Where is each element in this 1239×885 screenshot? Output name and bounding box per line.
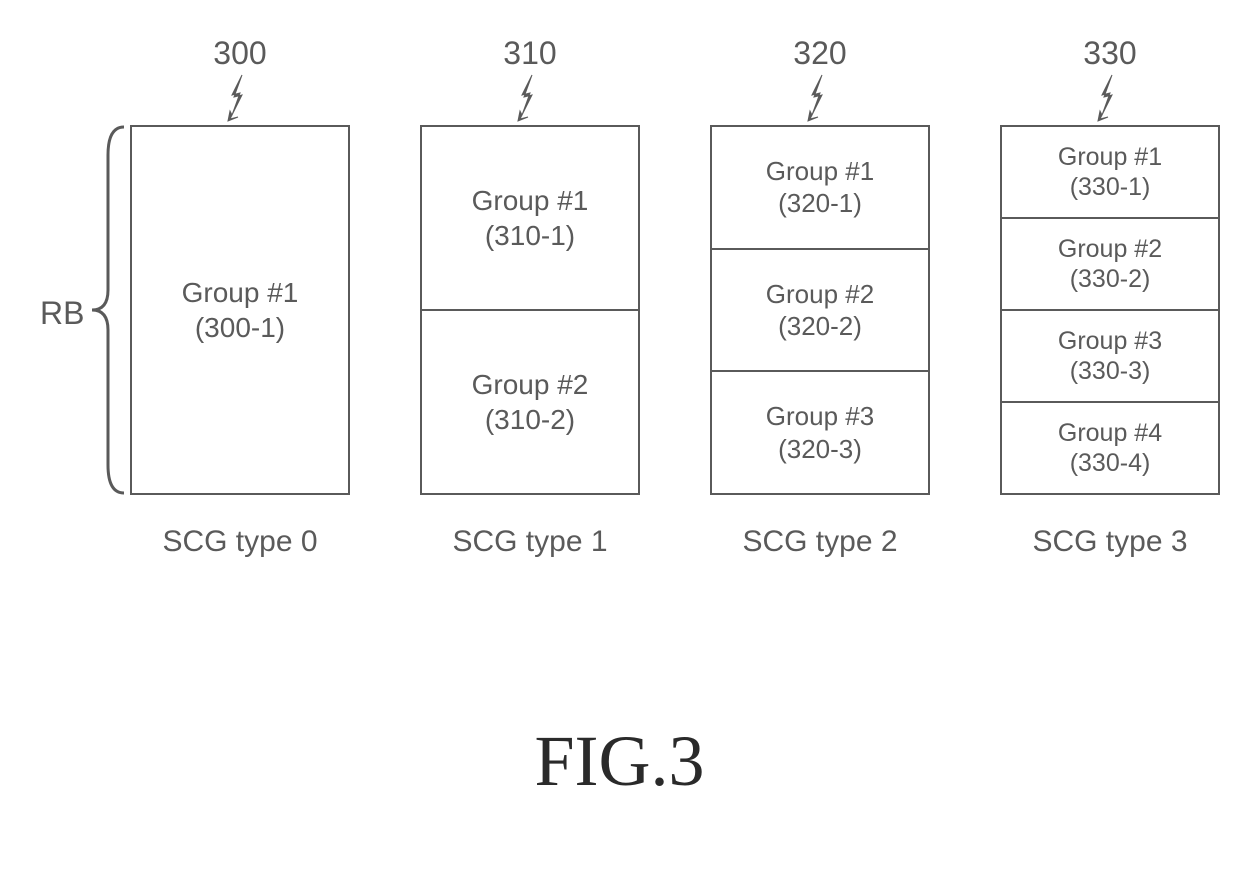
cell-line2: (330-1): [1070, 172, 1151, 202]
box-330: Group #1 (330-1) Group #2 (330-2) Group …: [1000, 125, 1220, 495]
cell-320-2: Group #2 (320-2): [712, 248, 928, 371]
ref-310: 310: [480, 35, 580, 72]
lightning-arrow-icon: [510, 73, 550, 123]
cell-300-1: Group #1 (300-1): [132, 127, 348, 493]
rb-brace-icon: [88, 125, 128, 495]
col-scg-type-1: 310 Group #1 (310-1) Group #2 (310-2) SC…: [420, 125, 640, 495]
box-310: Group #1 (310-1) Group #2 (310-2): [420, 125, 640, 495]
cell-line2: (320-3): [778, 433, 862, 466]
cell-310-2: Group #2 (310-2): [422, 309, 638, 493]
col-scg-type-3: 330 Group #1 (330-1) Group #2 (330-2) Gr…: [1000, 125, 1220, 495]
cell-line2: (330-4): [1070, 448, 1151, 478]
cell-320-1: Group #1 (320-1): [712, 127, 928, 248]
cell-line1: Group #3: [766, 400, 874, 433]
lightning-arrow-icon: [800, 73, 840, 123]
cell-line2: (300-1): [195, 310, 285, 345]
box-300: Group #1 (300-1): [130, 125, 350, 495]
caption-scg-3: SCG type 3: [1000, 525, 1220, 559]
cell-line2: (320-2): [778, 310, 862, 343]
cell-line2: (310-1): [485, 218, 575, 253]
cell-line1: Group #2: [472, 367, 589, 402]
cell-330-4: Group #4 (330-4): [1002, 401, 1218, 493]
cell-line1: Group #1: [472, 183, 589, 218]
cell-line1: Group #2: [1058, 234, 1162, 264]
col-scg-type-0: 300 Group #1 (300-1) SCG type 0: [130, 125, 350, 495]
caption-scg-1: SCG type 1: [420, 525, 640, 559]
scg-diagram: RB 300 Group #1 (300-1) SCG type 0 310 G…: [0, 0, 1239, 885]
rb-label: RB: [40, 295, 84, 332]
figure-label: FIG.3: [0, 720, 1239, 803]
caption-scg-2: SCG type 2: [710, 525, 930, 559]
lightning-arrow-icon: [220, 73, 260, 123]
cell-line1: Group #2: [766, 278, 874, 311]
cell-line2: (330-3): [1070, 356, 1151, 386]
cell-line2: (320-1): [778, 187, 862, 220]
cell-line1: Group #3: [1058, 326, 1162, 356]
cell-330-3: Group #3 (330-3): [1002, 309, 1218, 401]
col-scg-type-2: 320 Group #1 (320-1) Group #2 (320-2) Gr…: [710, 125, 930, 495]
cell-line2: (330-2): [1070, 264, 1151, 294]
ref-330: 330: [1060, 35, 1160, 72]
cell-330-1: Group #1 (330-1): [1002, 127, 1218, 217]
cell-320-3: Group #3 (320-3): [712, 370, 928, 493]
cell-330-2: Group #2 (330-2): [1002, 217, 1218, 309]
ref-300: 300: [190, 35, 290, 72]
cell-line1: Group #1: [182, 275, 299, 310]
box-320: Group #1 (320-1) Group #2 (320-2) Group …: [710, 125, 930, 495]
cell-line2: (310-2): [485, 402, 575, 437]
caption-scg-0: SCG type 0: [130, 525, 350, 559]
lightning-arrow-icon: [1090, 73, 1130, 123]
cell-line1: Group #4: [1058, 418, 1162, 448]
cell-line1: Group #1: [766, 155, 874, 188]
ref-320: 320: [770, 35, 870, 72]
cell-310-1: Group #1 (310-1): [422, 127, 638, 309]
cell-line1: Group #1: [1058, 142, 1162, 172]
